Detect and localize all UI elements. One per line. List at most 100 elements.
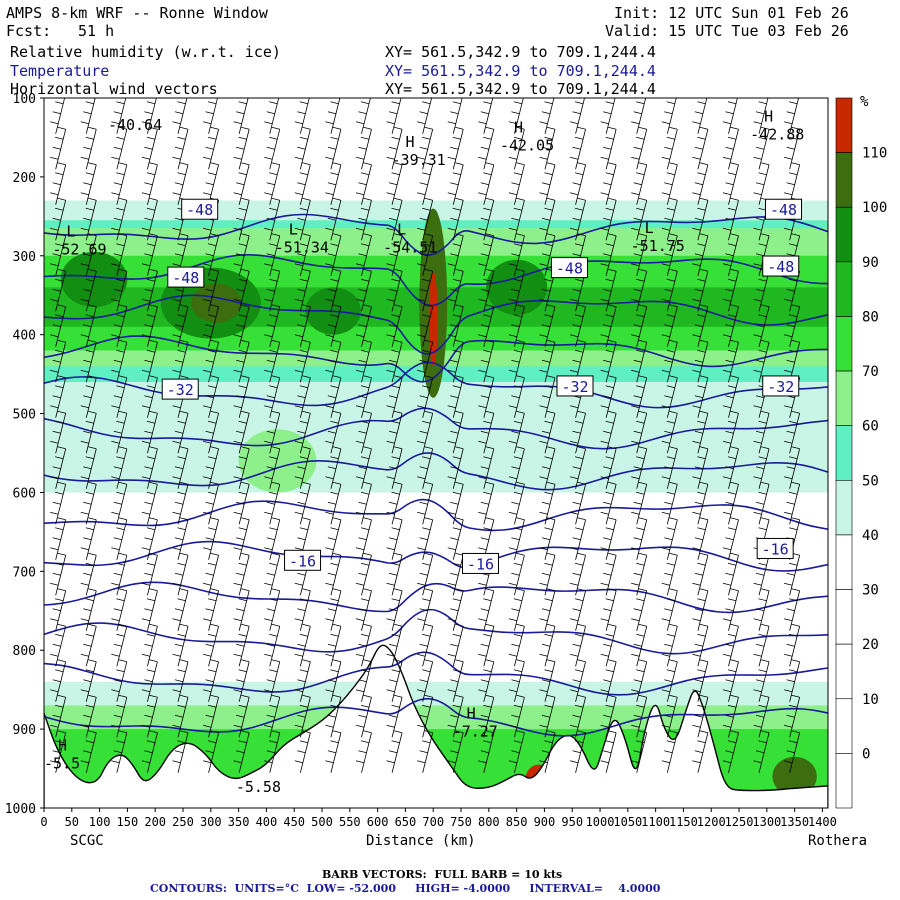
wind-barb — [661, 162, 678, 205]
wind-barb — [661, 730, 678, 773]
wind-barb — [692, 659, 709, 702]
wind-barb — [692, 446, 709, 489]
wind-barb — [661, 694, 678, 738]
wind-barb — [172, 304, 189, 347]
wind-barb — [478, 694, 495, 738]
wind-barb — [111, 162, 128, 205]
wind-barb — [600, 694, 617, 738]
wind-barb — [386, 623, 403, 667]
wind-barb — [355, 126, 372, 170]
wind-barb — [417, 233, 434, 276]
wind-barb — [141, 304, 158, 347]
wind-barb — [202, 446, 219, 489]
wind-barb — [202, 375, 219, 418]
field-xy-wind: XY= 561.5,342.9 to 709.1,244.4 — [385, 80, 656, 98]
wind-barb — [172, 517, 189, 560]
wind-barb — [202, 233, 219, 276]
wind-barb — [355, 268, 372, 312]
wind-barb — [325, 694, 342, 738]
wind-barb — [569, 446, 586, 489]
wind-barb — [508, 339, 525, 383]
wind-barb — [569, 552, 586, 596]
wind-barb — [325, 659, 342, 702]
x-tick-label: 650 — [395, 815, 417, 829]
wind-barb — [661, 552, 678, 596]
wind-barb — [386, 339, 403, 383]
wind-barb — [447, 552, 464, 596]
wind-barb — [539, 588, 556, 631]
x-tick-label: 1350 — [780, 815, 809, 829]
wind-barb — [661, 375, 678, 418]
wind-barb — [722, 623, 739, 667]
contour-label: -48 — [181, 198, 219, 220]
wind-barb — [692, 197, 709, 241]
wind-barb — [355, 659, 372, 702]
wind-barb — [50, 410, 67, 454]
wind-barb — [233, 623, 250, 667]
wind-barb — [569, 623, 586, 667]
wind-barb — [50, 375, 67, 418]
wind-barb — [202, 730, 219, 773]
wind-barb — [784, 694, 801, 738]
wind-barb — [569, 304, 586, 347]
wind-barb — [569, 126, 586, 170]
barb-legend: BARB VECTORS: FULL BARB = 10 kts — [322, 868, 563, 881]
x-tick-label: 500 — [311, 815, 333, 829]
wind-barb — [417, 517, 434, 560]
wind-barb — [478, 339, 495, 383]
wind-barb — [202, 410, 219, 454]
wind-barb — [692, 126, 709, 170]
colorbar-box — [835, 261, 853, 317]
wind-barb — [386, 126, 403, 170]
wind-barb — [661, 98, 677, 134]
wind-barb — [447, 98, 463, 134]
wind-barb — [80, 197, 97, 241]
wind-barb — [631, 98, 647, 134]
wind-barb — [172, 623, 189, 667]
field-name-wind: Horizontal wind vectors — [10, 80, 218, 98]
wind-barb — [753, 694, 770, 738]
wind-barb — [111, 517, 128, 560]
wind-barb — [539, 694, 556, 738]
wind-barb — [784, 623, 801, 667]
wind-barb — [264, 410, 281, 454]
wind-barb — [294, 623, 311, 667]
wind-barb — [111, 730, 128, 773]
wind-barb — [202, 339, 219, 383]
wind-barb — [631, 517, 648, 560]
colorbar-tick-label: 60 — [862, 419, 879, 435]
wind-barb — [233, 339, 250, 383]
colorbar-box — [835, 480, 853, 536]
wind-barb — [355, 694, 372, 738]
wind-barb — [355, 446, 372, 489]
wind-barb — [753, 623, 770, 667]
x-tick-label: 200 — [144, 815, 166, 829]
wind-barb — [355, 233, 372, 276]
wind-barb — [447, 268, 464, 312]
x-tick-label: 1150 — [669, 815, 698, 829]
wind-barb — [325, 375, 342, 418]
wind-barb — [508, 481, 525, 525]
extremum-value: -7.27 — [453, 723, 498, 741]
wind-barb — [264, 730, 281, 773]
rh-plume-max — [428, 271, 438, 367]
wind-barb — [569, 517, 586, 560]
wind-barb — [386, 304, 403, 347]
wind-barb — [50, 98, 66, 134]
wind-barb — [233, 233, 250, 276]
wind-barb — [447, 623, 464, 667]
wind-barb — [753, 410, 770, 454]
wind-barb — [386, 517, 403, 560]
wind-barb — [233, 98, 249, 134]
wind-barb — [141, 730, 158, 773]
wind-barb — [508, 410, 525, 454]
wind-barb — [325, 162, 342, 205]
wind-barb — [539, 410, 556, 454]
wind-barb — [447, 730, 464, 773]
wind-barb — [692, 588, 709, 631]
wind-barb — [784, 410, 801, 454]
wind-barb — [478, 410, 495, 454]
wind-barb — [80, 410, 97, 454]
x-tick-label: 850 — [506, 815, 528, 829]
wind-barb — [722, 446, 739, 489]
